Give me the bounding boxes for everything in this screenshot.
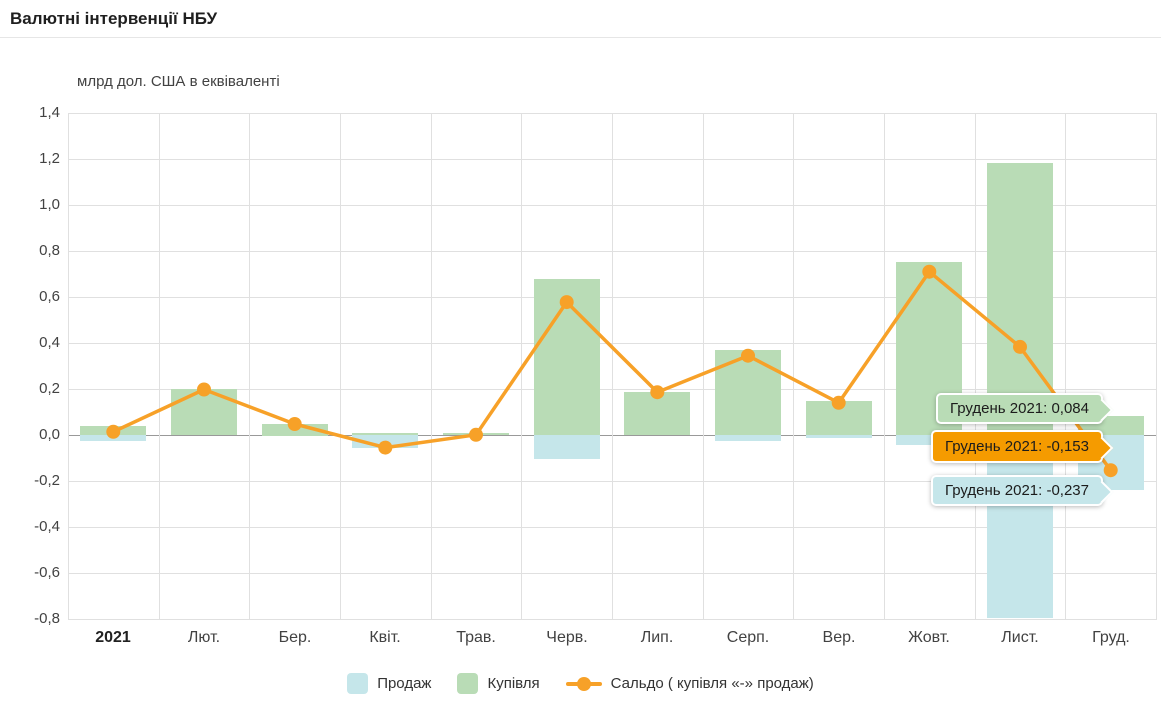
y-axis-tick-label: 0,4 (39, 334, 60, 351)
legend-item-3[interactable]: Сальдо ( купівля «-» продаж) (565, 675, 814, 692)
saldo-marker[interactable] (922, 264, 937, 279)
legend-label: Продаж (377, 675, 432, 692)
saldo-marker[interactable] (650, 385, 665, 400)
saldo-marker[interactable] (287, 417, 302, 431)
bar-kupivlia[interactable] (987, 163, 1053, 435)
gridline-vertical (703, 113, 704, 620)
legend-item-1[interactable]: Продаж (347, 673, 431, 694)
x-axis-label-10: Жовт. (908, 629, 950, 646)
y-axis-tick-label: 1,4 (39, 104, 60, 121)
x-axis-label-9: Вер. (822, 629, 856, 646)
saldo-marker[interactable] (1103, 463, 1118, 478)
y-axis-tick-label: -0,4 (34, 518, 60, 535)
bar-prodazh[interactable] (715, 435, 781, 441)
x-axis-label-8: Серп. (726, 629, 770, 646)
legend: Продаж Купівля Сальдо ( купівля «-» продаж… (0, 673, 1161, 694)
legend-line-marker-icon (565, 676, 602, 691)
gridline-vertical (975, 113, 976, 620)
legend-swatch-icon (347, 673, 369, 694)
bar-prodazh[interactable] (987, 435, 1053, 618)
saldo-marker[interactable] (469, 427, 483, 442)
saldo-marker[interactable] (1013, 339, 1027, 354)
x-axis-label-3: Бер. (278, 629, 312, 646)
saldo-marker[interactable] (831, 395, 846, 410)
x-axis-label-1: 2021 (95, 629, 131, 646)
tooltip-saldo-label: Грудень 2021: -0,153 (944, 438, 1089, 455)
y-axis-unit-label: млрд дол. США в еквіваленті (77, 73, 280, 90)
bar-prodazh[interactable] (534, 435, 600, 459)
saldo-marker[interactable] (106, 424, 121, 439)
y-axis-tick-label: 1,2 (39, 150, 60, 167)
y-axis-tick-label: -0,2 (34, 472, 60, 489)
gridline-vertical (431, 113, 432, 620)
bar-prodazh[interactable] (896, 435, 962, 445)
y-axis-tick-label: 0,6 (39, 288, 60, 305)
gridline-vertical (340, 113, 341, 620)
plot-area (68, 113, 1157, 620)
bar-prodazh[interactable] (806, 435, 872, 438)
gridline-vertical (884, 113, 885, 620)
gridline-vertical (68, 113, 69, 620)
y-axis-tick-label: 0,8 (39, 242, 60, 259)
saldo-marker[interactable] (741, 348, 755, 363)
gridline-vertical (612, 113, 613, 620)
tooltip-prodazh-label: Грудень 2021: -0,237 (944, 482, 1089, 499)
y-axis-tick-label: -0,8 (34, 610, 60, 627)
gridline-vertical (793, 113, 794, 620)
tooltip-kupivlia-label: Грудень 2021: 0,084 (949, 400, 1089, 417)
x-axis-label-6: Черв. (546, 629, 588, 646)
y-axis-tick-label: 0,0 (39, 426, 60, 443)
legend-item-2[interactable]: Купівля (457, 673, 540, 694)
tooltip-kupivlia: Грудень 2021: 0,084 (935, 393, 1114, 424)
tooltip-prodazh: Грудень 2021: -0,237 (930, 475, 1114, 506)
gridline-vertical (1156, 113, 1157, 620)
page-title: Валютні інтервенції НБУ (10, 9, 218, 28)
saldo-marker[interactable] (197, 382, 211, 397)
y-axis-tick-label: 0,2 (39, 380, 60, 397)
tooltip-saldo: Грудень 2021: -0,153 (930, 430, 1114, 463)
bar-kupivlia[interactable] (352, 433, 418, 435)
legend-swatch-icon (457, 673, 479, 694)
saldo-marker[interactable] (559, 295, 574, 310)
gridline-vertical (249, 113, 250, 620)
x-axis-label-2: Лют. (187, 629, 221, 646)
gridline-vertical (1065, 113, 1066, 620)
x-axis-label-7: Лип. (640, 629, 674, 646)
y-axis-tick-label: -0,6 (34, 564, 60, 581)
y-axis-tick-label: 1,0 (39, 196, 60, 213)
legend-label: Сальдо ( купівля «-» продаж) (610, 675, 814, 692)
saldo-line-layer (106, 264, 1118, 478)
x-axis-label-11: Лист. (1001, 629, 1039, 646)
x-axis-label-12: Груд. (1092, 629, 1130, 646)
legend-dot-icon (576, 676, 591, 691)
x-axis-label-4: Квіт. (369, 629, 401, 646)
saldo-marker[interactable] (378, 440, 393, 455)
legend-label: Купівля (487, 675, 540, 692)
gridline-vertical (159, 113, 160, 620)
chart-header: Валютні інтервенції НБУ (0, 0, 1161, 38)
x-axis-label-5: Трав. (456, 629, 496, 646)
saldo-line[interactable] (112, 269, 1113, 472)
